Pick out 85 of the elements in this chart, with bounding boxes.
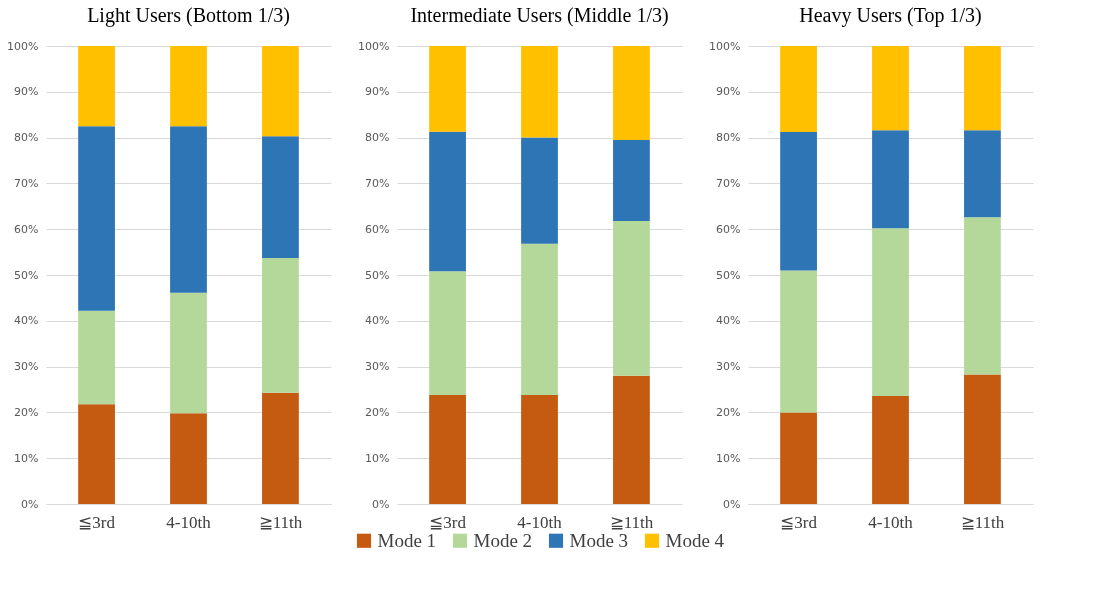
bar xyxy=(780,132,817,271)
x-tick-label: ≦3rd xyxy=(78,512,116,532)
bar xyxy=(78,310,115,405)
bar xyxy=(262,392,299,504)
x-tick-label: ≧11th xyxy=(258,512,303,532)
y-tick-label: 60% xyxy=(14,222,39,236)
legend-label: Mode 3 xyxy=(569,529,629,551)
x-tick-label: ≦3rd xyxy=(780,512,818,532)
bar xyxy=(872,130,909,229)
bar xyxy=(613,46,650,140)
legend-label: Mode 1 xyxy=(377,529,437,551)
bar xyxy=(170,126,207,293)
y-tick-label: 50% xyxy=(716,268,741,282)
y-tick-label: 0% xyxy=(372,497,390,511)
bar xyxy=(613,139,650,221)
y-tick-label: 10% xyxy=(716,451,741,465)
bar xyxy=(521,46,558,138)
y-tick-label: 90% xyxy=(365,85,390,99)
bar xyxy=(872,228,909,396)
legend-label: Mode 4 xyxy=(665,529,725,551)
y-tick-label: 70% xyxy=(365,176,390,190)
chart-title: Intermediate Users (Middle 1/3) xyxy=(410,4,669,27)
y-tick-label: 30% xyxy=(365,360,390,374)
y-tick-label: 40% xyxy=(716,314,741,328)
y-tick-label: 70% xyxy=(716,176,741,190)
y-tick-label: 90% xyxy=(716,85,741,99)
x-tick-label: ≧11th xyxy=(960,512,1005,532)
y-tick-label: 20% xyxy=(716,405,741,419)
bar xyxy=(613,220,650,376)
x-tick-label: 4-10th xyxy=(166,512,212,532)
bar xyxy=(170,413,207,504)
bar xyxy=(429,395,466,504)
y-tick-label: 60% xyxy=(716,222,741,236)
chart-title: Light Users (Bottom 1/3) xyxy=(87,4,290,27)
y-tick-label: 100% xyxy=(7,39,39,53)
y-tick-label: 50% xyxy=(365,268,390,282)
bar xyxy=(429,46,466,132)
bar xyxy=(170,46,207,127)
bar xyxy=(964,217,1001,375)
y-tick-label: 30% xyxy=(716,360,741,374)
bar xyxy=(78,46,115,127)
y-tick-label: 40% xyxy=(365,314,390,328)
bar xyxy=(262,258,299,393)
y-tick-label: 20% xyxy=(14,405,39,419)
x-tick-label: ≦3rd xyxy=(429,512,467,532)
bar xyxy=(521,137,558,244)
bar xyxy=(429,271,466,395)
y-tick-label: 50% xyxy=(14,268,39,282)
bar xyxy=(262,46,299,137)
bar xyxy=(964,130,1001,218)
y-tick-label: 10% xyxy=(14,451,39,465)
y-tick-label: 100% xyxy=(358,39,390,53)
bar xyxy=(521,243,558,395)
y-tick-label: 20% xyxy=(365,405,390,419)
y-tick-label: 80% xyxy=(14,131,39,145)
x-tick-label: 4-10th xyxy=(517,512,563,532)
bar xyxy=(78,126,115,311)
bar xyxy=(170,292,207,414)
bar xyxy=(964,46,1001,131)
bar xyxy=(613,375,650,504)
bar xyxy=(78,404,115,504)
bar xyxy=(872,46,909,131)
bar xyxy=(780,270,817,413)
y-tick-label: 0% xyxy=(21,497,39,511)
bar xyxy=(780,412,817,504)
bar xyxy=(429,131,466,272)
y-tick-label: 0% xyxy=(723,497,741,511)
chart-title: Heavy Users (Top 1/3) xyxy=(799,4,982,27)
x-tick-label: 4-10th xyxy=(868,512,914,532)
x-tick-label: ≧11th xyxy=(609,512,654,532)
y-tick-label: 70% xyxy=(14,176,39,190)
y-tick-label: 80% xyxy=(365,131,390,145)
y-tick-label: 60% xyxy=(365,222,390,236)
y-tick-label: 80% xyxy=(716,131,741,145)
legend-label: Mode 2 xyxy=(473,529,533,551)
y-tick-label: 40% xyxy=(14,314,39,328)
y-tick-label: 10% xyxy=(365,451,390,465)
bar xyxy=(872,395,909,504)
y-tick-label: 90% xyxy=(14,85,39,99)
bar xyxy=(964,374,1001,504)
y-tick-label: 100% xyxy=(709,39,741,53)
bar xyxy=(521,395,558,504)
bar xyxy=(262,136,299,259)
y-tick-label: 30% xyxy=(14,360,39,374)
bar xyxy=(780,46,817,133)
